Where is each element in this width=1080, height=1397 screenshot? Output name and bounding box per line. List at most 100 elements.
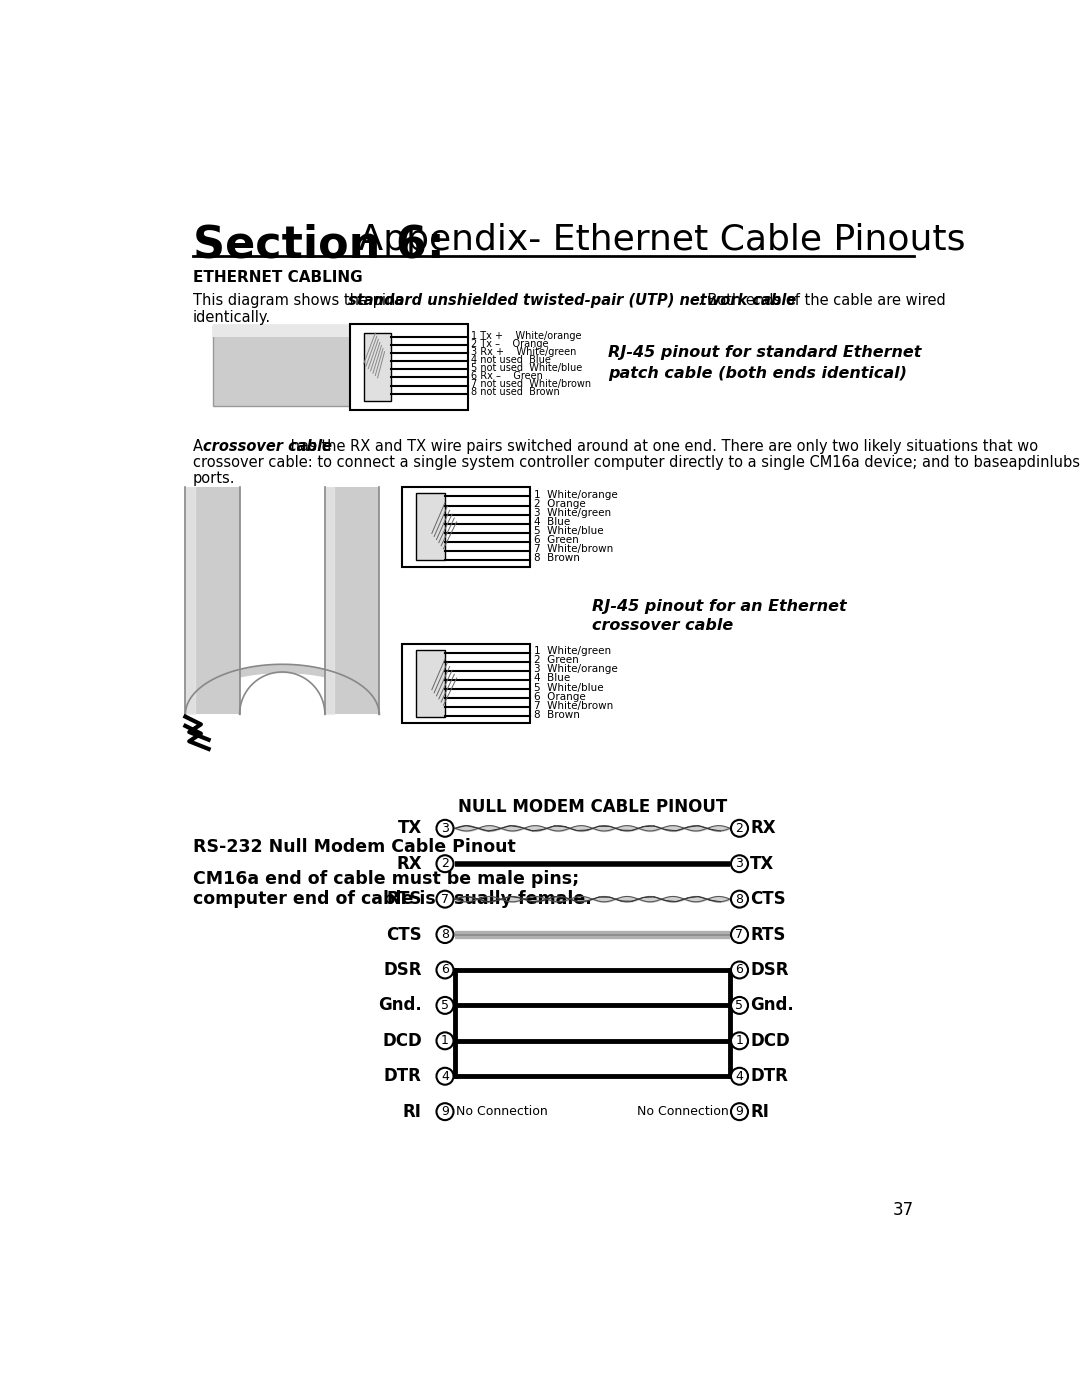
Text: Appendix- Ethernet Cable Pinouts: Appendix- Ethernet Cable Pinouts — [347, 224, 966, 257]
Circle shape — [731, 1067, 748, 1084]
Polygon shape — [403, 488, 530, 567]
Text: 6: 6 — [441, 964, 449, 977]
Text: identically.: identically. — [193, 310, 271, 326]
Circle shape — [436, 1032, 454, 1049]
Text: 5: 5 — [441, 999, 449, 1011]
Text: 4: 4 — [735, 1070, 743, 1083]
Text: DTR: DTR — [383, 1067, 422, 1085]
Text: ETHERNET CABLING: ETHERNET CABLING — [193, 270, 363, 285]
Circle shape — [731, 1104, 748, 1120]
Text: has the RX and TX wire pairs switched around at one end. There are only two like: has the RX and TX wire pairs switched ar… — [286, 439, 1038, 454]
Text: 8  Brown: 8 Brown — [535, 553, 580, 563]
Text: crossover cable: to connect a single system controller computer directly to a si: crossover cable: to connect a single sys… — [193, 455, 1080, 469]
Text: CM16a end of cable must be male pins;: CM16a end of cable must be male pins; — [193, 870, 579, 888]
Polygon shape — [416, 493, 445, 560]
Text: RJ-45 pinout for standard Ethernet: RJ-45 pinout for standard Ethernet — [608, 345, 921, 360]
Text: 4  Blue: 4 Blue — [535, 673, 570, 683]
Text: . Both ends of the cable are wired: . Both ends of the cable are wired — [699, 293, 946, 309]
Text: RS-232 Null Modem Cable Pinout: RS-232 Null Modem Cable Pinout — [193, 838, 516, 855]
Text: 7: 7 — [735, 928, 743, 942]
Text: 37: 37 — [893, 1200, 914, 1218]
Text: DTR: DTR — [751, 1067, 788, 1085]
Text: 5  White/blue: 5 White/blue — [535, 683, 604, 693]
Circle shape — [731, 961, 748, 978]
Text: 8  Brown: 8 Brown — [535, 710, 580, 719]
Text: DCD: DCD — [751, 1032, 791, 1049]
Text: DSR: DSR — [383, 961, 422, 979]
Text: 7 not used  White/brown: 7 not used White/brown — [471, 379, 592, 388]
Text: 2  Green: 2 Green — [535, 655, 579, 665]
Text: 3  White/orange: 3 White/orange — [535, 665, 618, 675]
Circle shape — [436, 961, 454, 978]
Circle shape — [436, 1104, 454, 1120]
Text: No Connection: No Connection — [637, 1105, 729, 1118]
Circle shape — [731, 997, 748, 1014]
Text: RI: RI — [403, 1102, 422, 1120]
Text: computer end of cable is usually female.: computer end of cable is usually female. — [193, 890, 592, 908]
Circle shape — [731, 926, 748, 943]
Text: RTS: RTS — [387, 890, 422, 908]
Text: 5  White/blue: 5 White/blue — [535, 527, 604, 536]
Circle shape — [436, 997, 454, 1014]
Text: 2  Orange: 2 Orange — [535, 499, 585, 509]
Text: A: A — [193, 439, 207, 454]
Text: RJ-45 pinout for an Ethernet: RJ-45 pinout for an Ethernet — [592, 599, 847, 613]
Text: crossover cable: crossover cable — [592, 617, 733, 633]
Text: TX: TX — [397, 819, 422, 837]
Text: Gnd.: Gnd. — [378, 996, 422, 1014]
Text: RTS: RTS — [751, 926, 786, 943]
Polygon shape — [213, 326, 375, 407]
Text: 2: 2 — [735, 821, 743, 835]
Text: 9: 9 — [735, 1105, 743, 1118]
Text: 4 not used  Blue: 4 not used Blue — [471, 355, 551, 365]
Text: 8: 8 — [735, 893, 743, 905]
Text: ports.: ports. — [193, 471, 235, 486]
Text: 3  White/green: 3 White/green — [535, 509, 611, 518]
Text: 3 Rx +    White/green: 3 Rx + White/green — [471, 346, 577, 356]
Text: standard unshielded twisted-pair (UTP) network cable: standard unshielded twisted-pair (UTP) n… — [348, 293, 796, 309]
Text: DSR: DSR — [751, 961, 788, 979]
Text: Section 6:: Section 6: — [193, 224, 445, 265]
Text: 2 Tx –    Orange: 2 Tx – Orange — [471, 338, 549, 349]
Circle shape — [436, 855, 454, 872]
Text: 1  White/orange: 1 White/orange — [535, 490, 618, 500]
Text: 1  White/green: 1 White/green — [535, 647, 611, 657]
Text: 6  Orange: 6 Orange — [535, 692, 585, 701]
Polygon shape — [364, 334, 391, 401]
Text: 1: 1 — [735, 1034, 743, 1048]
Text: 7  White/brown: 7 White/brown — [535, 701, 613, 711]
Text: No Connection: No Connection — [456, 1105, 548, 1118]
Text: 8: 8 — [441, 928, 449, 942]
Text: RX: RX — [751, 819, 775, 837]
Circle shape — [436, 926, 454, 943]
Polygon shape — [213, 326, 375, 337]
Text: CTS: CTS — [387, 926, 422, 943]
Circle shape — [731, 855, 748, 872]
Text: 8 not used  Brown: 8 not used Brown — [471, 387, 561, 397]
Text: This diagram shows the pino: This diagram shows the pino — [193, 293, 404, 309]
Text: 5: 5 — [735, 999, 743, 1011]
Text: 9: 9 — [441, 1105, 449, 1118]
Text: 1: 1 — [441, 1034, 449, 1048]
Circle shape — [731, 1032, 748, 1049]
Text: 3: 3 — [441, 821, 449, 835]
Text: CTS: CTS — [751, 890, 786, 908]
Text: 4: 4 — [441, 1070, 449, 1083]
Text: DCD: DCD — [382, 1032, 422, 1049]
Text: 6 Rx –    Green: 6 Rx – Green — [471, 372, 543, 381]
Text: 1 Tx +    White/orange: 1 Tx + White/orange — [471, 331, 582, 341]
Text: 6: 6 — [735, 964, 743, 977]
Polygon shape — [325, 488, 379, 714]
Text: RI: RI — [751, 1102, 769, 1120]
Text: patch cable (both ends identical): patch cable (both ends identical) — [608, 366, 907, 381]
Text: Gnd.: Gnd. — [751, 996, 794, 1014]
Circle shape — [731, 891, 748, 908]
Circle shape — [436, 891, 454, 908]
Text: 7: 7 — [441, 893, 449, 905]
Polygon shape — [403, 644, 530, 722]
Polygon shape — [416, 650, 445, 717]
Text: 2: 2 — [441, 858, 449, 870]
Text: crossover cable: crossover cable — [203, 439, 333, 454]
Text: 7  White/brown: 7 White/brown — [535, 545, 613, 555]
Text: 4  Blue: 4 Blue — [535, 517, 570, 527]
